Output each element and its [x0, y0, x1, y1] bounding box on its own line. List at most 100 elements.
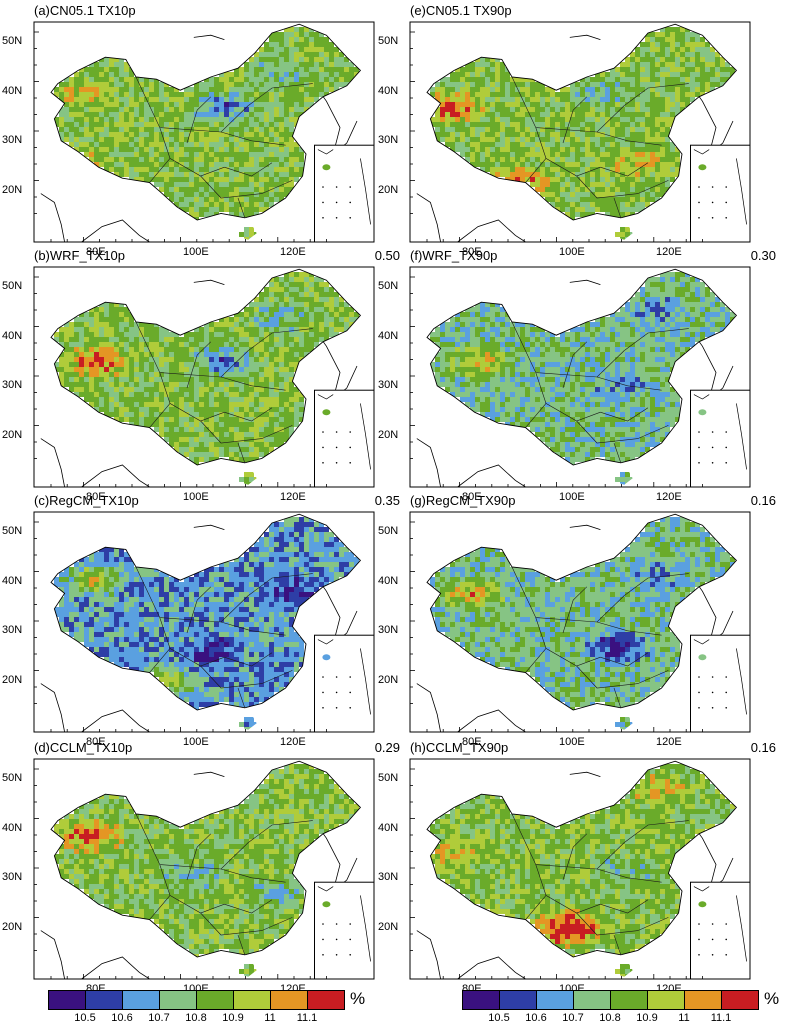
- lat-tick-label: 30N: [378, 871, 399, 883]
- colorbar-tick-label: 10.6: [111, 1012, 133, 1024]
- colorbar-tick-label: 11: [678, 1012, 690, 1024]
- map-panel-h: (h)CCLM_TX90p 0.16 50N 40N 30N 20N 80E 100E 120E: [376, 737, 776, 995]
- lon-tick-label: 80E: [462, 736, 482, 748]
- colorbar-tick-label: 10.9: [636, 1012, 658, 1024]
- lat-tick-label: 20N: [378, 428, 399, 441]
- lat-tick-label: 30N: [378, 134, 399, 146]
- map-plot: [33, 511, 375, 733]
- lat-tick-label: 40N: [2, 821, 23, 834]
- map-frame: [409, 511, 751, 733]
- lon-tick-label: 120E: [280, 736, 306, 748]
- panel-title: (c)RegCM_TX10p: [34, 493, 139, 508]
- panel-title: (h)CCLM_TX90p: [410, 740, 509, 755]
- lon-tick-label: 100E: [183, 246, 209, 258]
- lat-tick-label: 30N: [378, 379, 399, 391]
- colorbar-tick-label: 10.5: [488, 1012, 510, 1024]
- south-china-sea-inset: [314, 634, 375, 733]
- map-panel-f: (f)WRF_TX90p 0.30 50N 40N 30N 20N 80E 100E 120E: [376, 245, 776, 503]
- colorbar-tick-label: 10.7: [562, 1012, 584, 1024]
- map-panel-c: (c)RegCM_TX10p 0.35 50N 40N 30N 20N 80E 100E 120…: [0, 490, 400, 748]
- map-frame: [33, 758, 375, 980]
- panel-score: 0.16: [750, 493, 776, 508]
- country-outline: [426, 23, 738, 221]
- colorbar-swatch: [684, 990, 722, 1010]
- lon-tick-label: 100E: [183, 491, 209, 503]
- colorbar-tick-label: 10.6: [525, 1012, 547, 1024]
- colorbar-tick-label: 10.5: [74, 1012, 96, 1024]
- south-china-sea-inset: [690, 389, 751, 488]
- map-frame: [409, 266, 751, 488]
- lon-tick-label: 80E: [86, 246, 106, 258]
- colorbar-tick-label: 11: [264, 1012, 276, 1024]
- province-boundaries: [135, 813, 313, 955]
- colorbar-tick-label: 10.8: [185, 1012, 207, 1024]
- lat-tick-label: 50N: [2, 525, 23, 537]
- anomaly-field: [54, 764, 359, 977]
- lat-tick-label: 20N: [378, 183, 399, 196]
- map-panel-a: (a)CN05.1 TX10p 50N 40N 30N 20N 80E 100E 120E: [0, 0, 400, 258]
- colorbar-unit: %: [350, 989, 366, 1008]
- lon-tick-label: 120E: [280, 491, 306, 503]
- lat-tick-label: 50N: [2, 772, 23, 784]
- lat-tick-label: 30N: [2, 134, 23, 146]
- colorbar-unit: %: [764, 989, 780, 1008]
- lat-tick-label: 20N: [2, 183, 23, 196]
- lat-tick-label: 50N: [2, 280, 23, 292]
- anomaly-field: [54, 517, 359, 730]
- map-panel-b: (b)WRF_TX10p 0.50 50N 40N 30N 20N 80E 100E 120E: [0, 245, 400, 503]
- lon-tick-label: 80E: [86, 491, 106, 503]
- lon-tick-label: 80E: [86, 736, 106, 748]
- south-china-sea-inset: [690, 634, 751, 733]
- lat-tick-label: 40N: [2, 329, 23, 342]
- country-outline: [50, 268, 362, 466]
- colorbar-tick-label: 11.1: [710, 1012, 732, 1024]
- panel-title: (d)CCLM_TX10p: [34, 740, 133, 755]
- lon-tick-label: 120E: [656, 246, 682, 258]
- lat-tick-label: 40N: [2, 84, 23, 97]
- map-plot: [33, 266, 375, 488]
- panel-title: (a)CN05.1 TX10p: [34, 3, 136, 18]
- map-plot: [409, 511, 751, 733]
- anomaly-field: [430, 27, 735, 240]
- south-china-sea-inset: [314, 881, 375, 980]
- south-china-sea-inset: [690, 144, 751, 243]
- lon-tick-label: 80E: [462, 246, 482, 258]
- lon-tick-label: 100E: [559, 736, 585, 748]
- lat-tick-label: 40N: [378, 821, 399, 834]
- colorbar-swatch: [573, 990, 611, 1010]
- panel-score: 0.16: [750, 740, 776, 755]
- anomaly-field: [430, 517, 735, 730]
- map-panel-g: (g)RegCM_TX90p 0.16 50N 40N 30N 20N 80E 100E 120…: [376, 490, 776, 748]
- country-outline: [426, 513, 738, 711]
- anomaly-field: [430, 272, 735, 485]
- map-plot: [409, 758, 751, 980]
- country-outline: [426, 268, 738, 466]
- lat-tick-label: 20N: [2, 920, 23, 933]
- lat-tick-label: 20N: [2, 428, 23, 441]
- province-boundaries: [135, 76, 313, 218]
- lon-tick-label: 100E: [559, 246, 585, 258]
- panel-score: 0.35: [374, 493, 400, 508]
- anomaly-field: [54, 272, 359, 485]
- colorbar-swatch: [270, 990, 308, 1010]
- colorbar-swatch: [647, 990, 685, 1010]
- colorbar-tick-label: 10.7: [148, 1012, 170, 1024]
- south-china-sea-inset: [314, 389, 375, 488]
- colorbar-swatch: [610, 990, 648, 1010]
- lat-tick-label: 50N: [378, 35, 399, 47]
- lat-tick-label: 50N: [378, 525, 399, 537]
- colorbar-tick-label: 11.1: [296, 1012, 318, 1024]
- south-china-sea-inset: [314, 144, 375, 243]
- panel-score: 0.29: [374, 740, 400, 755]
- country-outline: [50, 513, 362, 711]
- map-frame: [33, 21, 375, 243]
- lat-tick-label: 50N: [378, 280, 399, 292]
- province-boundaries: [511, 566, 689, 708]
- panel-title: (f)WRF_TX90p: [410, 248, 498, 263]
- lon-tick-label: 120E: [656, 491, 682, 503]
- south-china-sea-inset: [690, 881, 751, 980]
- country-outline: [50, 760, 362, 958]
- lat-tick-label: 30N: [2, 624, 23, 636]
- colorbar-swatch: [536, 990, 574, 1010]
